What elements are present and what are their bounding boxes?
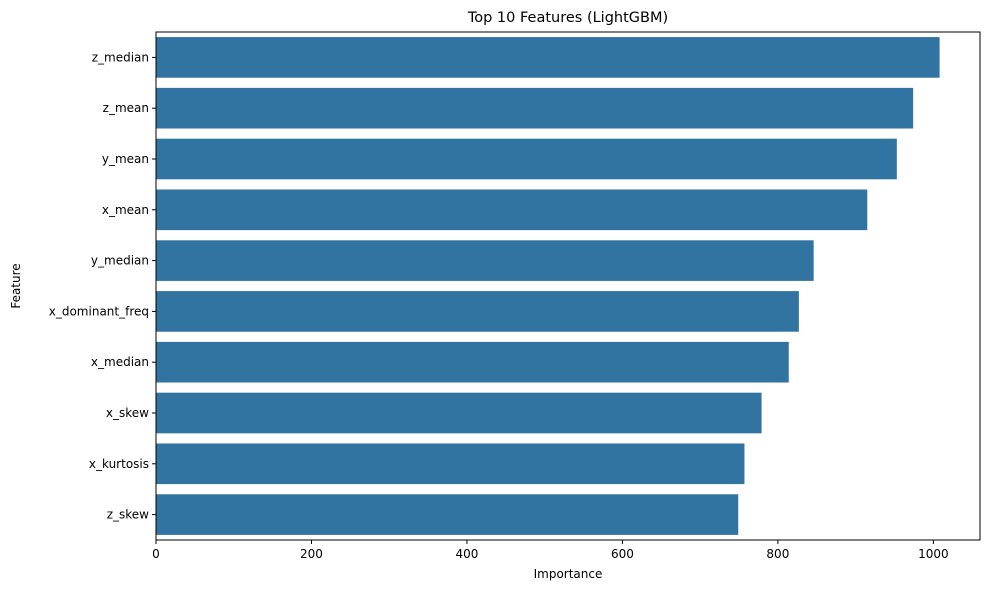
x-tick-label: 200 [300, 547, 323, 561]
y-tick-label: x_kurtosis [89, 457, 149, 471]
y-tick-label: y_median [91, 254, 149, 268]
bar-x_median [156, 341, 789, 383]
y-tick-label: x_dominant_freq [49, 304, 149, 318]
x-tick-label: 600 [611, 547, 634, 561]
bar-x_dominant_freq [156, 291, 799, 332]
y-axis-label: Feature [9, 263, 23, 308]
y-tick-label: x_skew [106, 406, 149, 420]
x-ticks: 0 200 400 600 800 1000 [152, 540, 949, 561]
x-axis-label: Importance [534, 567, 603, 581]
axes-layer [155, 31, 981, 541]
bar-x_mean [156, 189, 868, 231]
x-tick-label: 800 [766, 547, 789, 561]
y-tick-label: x_mean [102, 203, 149, 217]
x-tick-label: 0 [152, 547, 160, 561]
bar-z_skew [156, 494, 739, 535]
plot-frame [155, 31, 981, 541]
y-ticks: z_median z_mean y_mean x_mean y_median x_domi… [49, 50, 156, 522]
bar-y_mean [156, 138, 897, 180]
x-tick-label: 1000 [918, 547, 949, 561]
y-tick-label: y_mean [102, 152, 149, 166]
y-tick-label: z_median [92, 50, 149, 64]
chart-title: Top 10 Features (LightGBM) [467, 10, 668, 26]
bars-layer [156, 37, 940, 535]
bar-z_median [156, 37, 940, 78]
x-tick-label: 400 [455, 547, 478, 561]
bar-y_median [156, 240, 814, 281]
y-tick-label: x_median [91, 355, 149, 369]
bar-x_skew [156, 392, 762, 434]
bar-x_kurtosis [156, 443, 745, 485]
y-tick-label: z_skew [107, 508, 149, 522]
bar-z_mean [156, 87, 914, 129]
y-tick-label: z_mean [103, 101, 149, 115]
